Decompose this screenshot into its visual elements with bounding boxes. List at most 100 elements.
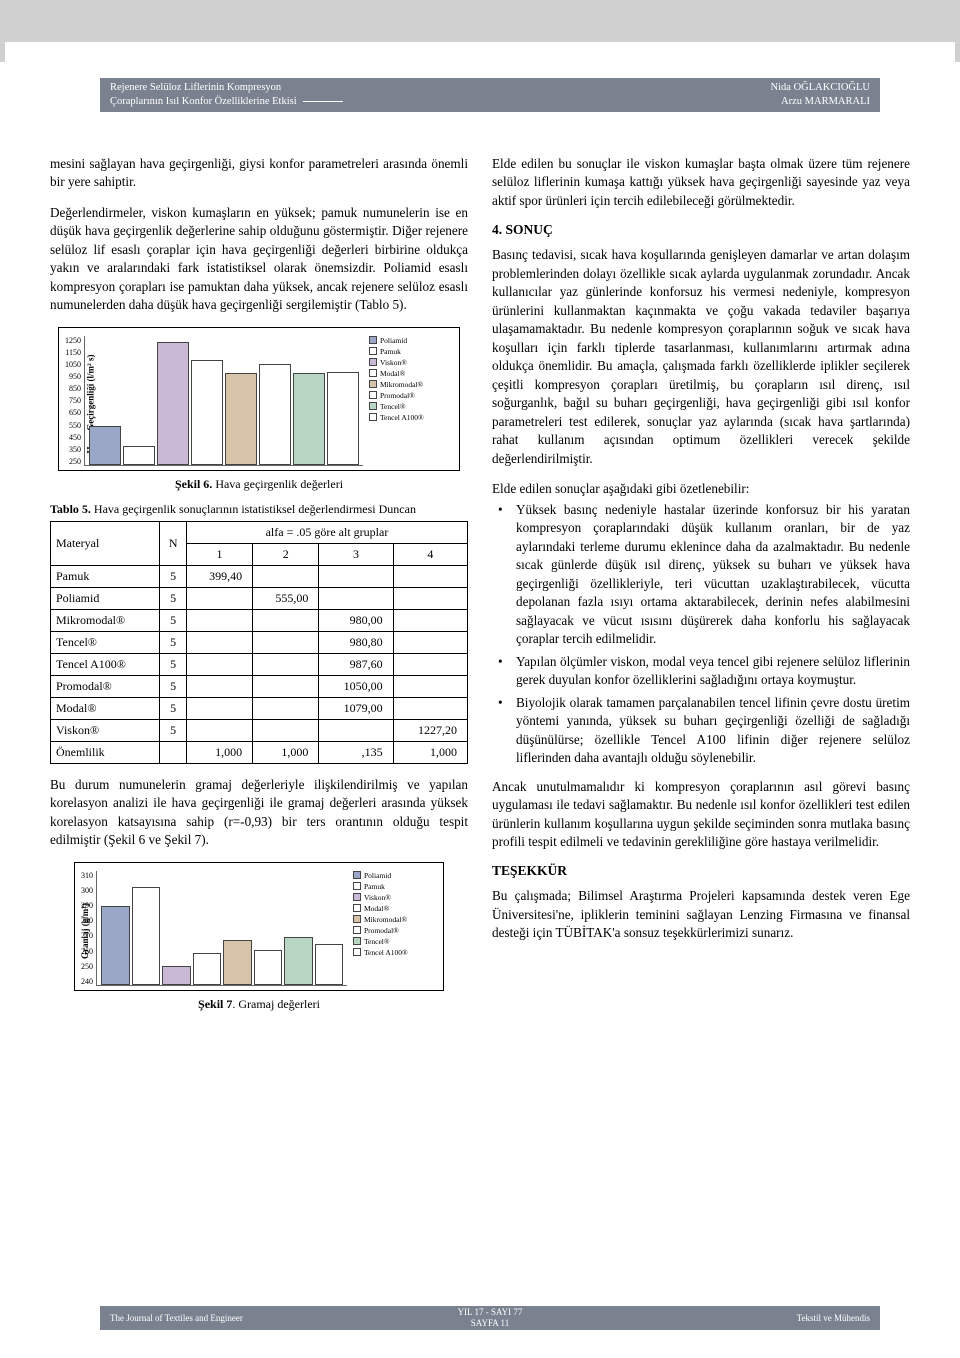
table-cell: 980,00 xyxy=(319,609,393,631)
y-tick: 300 xyxy=(81,886,93,895)
author-1: Nida OĞLAKCIOĞLU xyxy=(771,82,870,93)
bar xyxy=(89,426,121,464)
right-column: Elde edilen bu sonuçlar ile viskon kumaş… xyxy=(492,155,910,1022)
table-row: Önemlilik1,0001,000,1351,000 xyxy=(51,741,468,763)
y-tick: 650 xyxy=(65,408,81,417)
table-cell: 980,80 xyxy=(319,631,393,653)
y-tick: 1250 xyxy=(65,336,81,345)
legend-label: Viskon® xyxy=(364,893,391,902)
list-item: Yapılan ölçümler viskon, modal veya tenc… xyxy=(492,653,910,690)
header-authors: Nida OĞLAKCIOĞLU Arzu MARMARALI xyxy=(771,81,870,108)
footer-band: The Journal of Textiles and Engineer YIL… xyxy=(100,1306,880,1330)
legend-label: Promodal® xyxy=(380,391,415,400)
table-cell: Promodal® xyxy=(51,675,160,697)
legend-item: Modal® xyxy=(369,369,453,378)
table-row: Poliamid5555,00 xyxy=(51,587,468,609)
y-tick: 350 xyxy=(65,445,81,454)
legend-swatch xyxy=(369,336,377,344)
y-tick: 550 xyxy=(65,421,81,430)
y-tick: 950 xyxy=(65,372,81,381)
bar xyxy=(162,966,191,985)
table-cell: 1227,20 xyxy=(393,719,467,741)
y-tick: 250 xyxy=(65,457,81,466)
table-cell: 1,000 xyxy=(253,741,319,763)
legend-label: Promodal® xyxy=(364,926,399,935)
left-para-3: Bu durum numunelerin gramaj değerleriyle… xyxy=(50,776,468,850)
bar xyxy=(191,360,223,464)
table-cell xyxy=(186,675,252,697)
fig6-text: Hava geçirgenlik değerleri xyxy=(212,477,343,491)
table-cell: Önemlilik xyxy=(51,741,160,763)
legend-label: Poliamid xyxy=(380,336,407,345)
legend-item: Pamuk xyxy=(353,882,437,891)
legend-item: Promodal® xyxy=(369,391,453,400)
legend-item: Viskon® xyxy=(369,358,453,367)
table-cell: 5 xyxy=(160,675,187,697)
y-axis: 125011501050950850750650550450350250 xyxy=(65,336,84,466)
legend-item: Poliamid xyxy=(353,871,437,880)
legend-swatch xyxy=(353,937,361,945)
table-cell xyxy=(393,565,467,587)
table-cell: 5 xyxy=(160,719,187,741)
legend-swatch xyxy=(353,871,361,879)
y-tick: 240 xyxy=(81,977,93,986)
bar xyxy=(123,446,155,465)
table-cell xyxy=(186,697,252,719)
y-tick: 250 xyxy=(81,962,93,971)
table-cell xyxy=(253,653,319,675)
legend-item: Promodal® xyxy=(353,926,437,935)
header-band: Rejenere Selüloz Liflerinin Kompresyon Ç… xyxy=(100,78,880,112)
footer-center: YIL 17 - SAYI 77 SAYFA 11 xyxy=(363,1307,616,1329)
table-cell xyxy=(253,565,319,587)
table-cell: Tencel A100® xyxy=(51,653,160,675)
table-row: Pamuk5399,40 xyxy=(51,565,468,587)
tbl5-label: Tablo 5. xyxy=(50,502,91,516)
table-cell: 555,00 xyxy=(253,587,319,609)
legend-swatch xyxy=(369,380,377,388)
bar xyxy=(132,887,161,985)
list-item: Yüksek basınç nedeniyle hastalar üzerind… xyxy=(492,501,910,649)
fig7-text: . Gramaj değerleri xyxy=(232,997,320,1011)
list-item: Biyolojik olarak tamamen parçalanabilen … xyxy=(492,694,910,768)
fig7-label: Şekil 7 xyxy=(198,997,232,1011)
plot-area xyxy=(84,336,363,466)
figure-6-chart: Hava Geçirgenliği (l/m² s)12501150105095… xyxy=(58,327,460,471)
legend-label: Pamuk xyxy=(364,882,385,891)
bar xyxy=(259,364,291,465)
content-area: mesini sağlayan hava geçirgenliği, giysi… xyxy=(50,155,910,1022)
table-cell xyxy=(186,609,252,631)
bar xyxy=(293,373,325,465)
plot-area xyxy=(96,871,347,986)
table-cell: 1,000 xyxy=(393,741,467,763)
right-para-1: Elde edilen bu sonuçlar ile viskon kumaş… xyxy=(492,155,910,210)
legend-label: Tencel A100® xyxy=(364,948,408,957)
table-cell: 1,000 xyxy=(186,741,252,763)
legend-swatch xyxy=(353,904,361,912)
figure-7-caption: Şekil 7. Gramaj değerleri xyxy=(50,997,468,1012)
table-cell: Mikromodal® xyxy=(51,609,160,631)
table-cell: ,135 xyxy=(319,741,393,763)
legend-label: Modal® xyxy=(380,369,405,378)
legend-item: Poliamid xyxy=(369,336,453,345)
legend-label: Viskon® xyxy=(380,358,407,367)
legend-label: Tencel A100® xyxy=(380,413,424,422)
legend-swatch xyxy=(369,358,377,366)
legend-item: Tencel A100® xyxy=(369,413,453,422)
legend-swatch xyxy=(369,391,377,399)
table-cell: 5 xyxy=(160,697,187,719)
author-2: Arzu MARMARALI xyxy=(781,96,870,107)
right-para-4: Ancak unutulmamalıdır ki kompresyon çora… xyxy=(492,778,910,852)
footer-right: Tekstil ve Mühendis xyxy=(617,1313,880,1323)
fig6-label: Şekil 6. xyxy=(175,477,212,491)
table-cell xyxy=(186,653,252,675)
legend-item: Pamuk xyxy=(369,347,453,356)
table-cell xyxy=(319,587,393,609)
legend-swatch xyxy=(353,882,361,890)
table-cell: Pamuk xyxy=(51,565,160,587)
header-divider xyxy=(303,101,343,102)
top-gray-bar xyxy=(0,0,960,62)
table-cell xyxy=(186,631,252,653)
legend-item: Modal® xyxy=(353,904,437,913)
table-row: Tencel A100®5987,60 xyxy=(51,653,468,675)
bar xyxy=(327,372,359,465)
